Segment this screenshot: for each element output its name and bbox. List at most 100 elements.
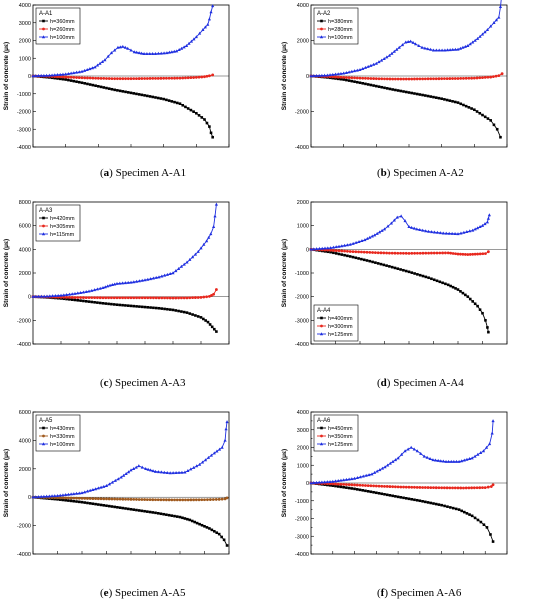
- data-point: [388, 251, 391, 255]
- data-point: [435, 251, 439, 255]
- data-point: [200, 116, 204, 119]
- data-point: [79, 296, 82, 299]
- data-point: [451, 100, 454, 103]
- legend-title: A-A4: [317, 308, 331, 314]
- data-point: [404, 90, 408, 94]
- data-point: [206, 22, 210, 26]
- data-point: [443, 98, 446, 101]
- series-h=100mm: [31, 4, 215, 78]
- data-point: [108, 283, 112, 287]
- data-point: [146, 277, 150, 281]
- y-tick-label: 1000: [297, 463, 309, 469]
- data-point: [434, 96, 438, 99]
- data-point: [380, 492, 384, 496]
- data-point: [336, 75, 340, 79]
- data-point: [87, 300, 91, 303]
- data-point: [351, 255, 355, 259]
- data-point: [380, 466, 385, 470]
- data-point: [77, 80, 81, 84]
- data-point: [83, 496, 87, 500]
- data-point: [39, 73, 43, 77]
- data-point: [152, 296, 155, 300]
- data-point: [217, 532, 221, 536]
- data-point: [61, 75, 65, 79]
- data-point: [470, 514, 474, 518]
- caption-a-a4: (d) Specimen A-A4: [377, 377, 464, 389]
- data-point: [215, 449, 219, 453]
- data-point: [352, 476, 357, 480]
- data-point: [69, 499, 73, 503]
- data-point: [483, 30, 487, 34]
- data-point: [490, 431, 494, 435]
- data-point: [392, 218, 396, 222]
- data-point: [336, 482, 340, 486]
- y-tick-label: 6000: [19, 224, 31, 230]
- data-point: [170, 514, 174, 517]
- data-point: [394, 495, 397, 498]
- data-point: [357, 239, 361, 243]
- data-point: [205, 239, 209, 243]
- data-point: [113, 478, 117, 482]
- data-point: [212, 451, 216, 455]
- data-point: [456, 232, 460, 236]
- data-point: [188, 518, 192, 522]
- data-point: [56, 293, 60, 297]
- data-point: [352, 69, 357, 73]
- legend-marker: [42, 434, 45, 438]
- data-point: [135, 296, 139, 300]
- data-point: [459, 102, 463, 106]
- data-point: [151, 511, 155, 514]
- data-point: [182, 310, 186, 314]
- data-point: [64, 493, 68, 497]
- data-point: [118, 281, 122, 285]
- data-point: [143, 278, 147, 282]
- data-point: [62, 297, 66, 301]
- data-point: [166, 307, 169, 311]
- data-point: [99, 485, 103, 489]
- data-point: [179, 264, 183, 268]
- data-point: [396, 456, 400, 460]
- data-point: [124, 77, 127, 81]
- data-point: [184, 498, 187, 502]
- data-point: [351, 241, 355, 245]
- data-point: [103, 285, 107, 289]
- data-point: [466, 44, 470, 48]
- data-point: [374, 77, 378, 81]
- data-point: [91, 76, 95, 80]
- data-point: [98, 296, 102, 300]
- data-point: [355, 68, 359, 72]
- data-point: [372, 490, 375, 494]
- data-point: [383, 465, 387, 469]
- data-point: [421, 93, 424, 97]
- data-point: [162, 51, 166, 55]
- data-point: [168, 296, 172, 300]
- data-point: [178, 102, 182, 105]
- data-point: [492, 20, 496, 24]
- data-point: [476, 452, 480, 456]
- data-point: [140, 278, 144, 282]
- data-point: [83, 490, 87, 494]
- data-point: [329, 246, 333, 250]
- y-tick-label: -4000: [295, 552, 309, 557]
- data-point: [421, 274, 425, 278]
- data-point: [171, 296, 175, 300]
- series-h=360mm: [31, 74, 214, 139]
- data-point: [470, 107, 473, 110]
- data-point: [385, 77, 389, 81]
- data-point: [159, 498, 163, 502]
- y-tick-label: -4000: [17, 342, 31, 347]
- data-point: [432, 77, 435, 81]
- data-point: [80, 69, 84, 73]
- data-point: [88, 488, 92, 492]
- legend-entry: h=100mm: [50, 442, 75, 448]
- data-point: [345, 486, 348, 489]
- data-point: [194, 498, 198, 502]
- data-point: [418, 251, 422, 255]
- data-point: [358, 483, 362, 487]
- data-point: [353, 483, 356, 487]
- data-point: [404, 40, 408, 44]
- data-point: [77, 70, 81, 74]
- data-point: [448, 99, 452, 102]
- data-point: [489, 485, 493, 488]
- data-point: [447, 459, 451, 463]
